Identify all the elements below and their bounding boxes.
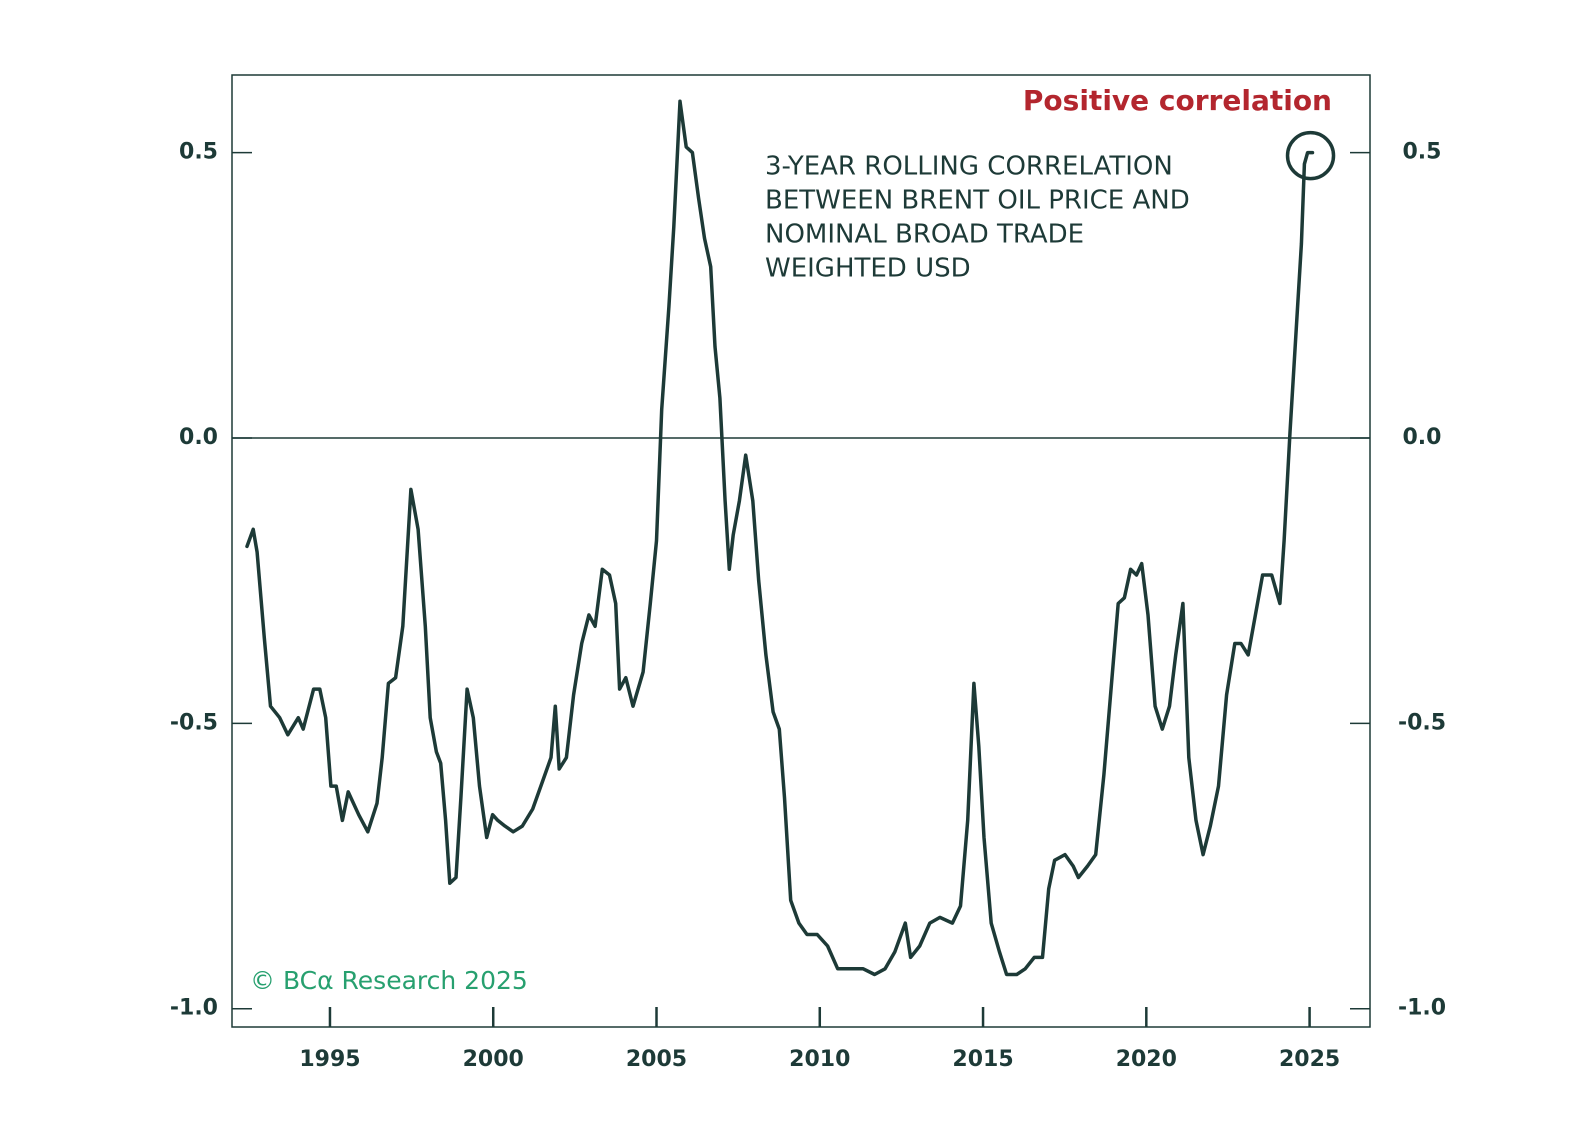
annotation-line: BETWEEN BRENT OIL PRICE AND (765, 186, 1190, 216)
y-tick-label: -0.5 (170, 710, 218, 735)
highlight-circle (1285, 130, 1336, 181)
x-tick-label: 2005 (626, 1047, 687, 1072)
annotation-line: 3-YEAR ROLLING CORRELATION (765, 152, 1173, 182)
y2-tick-label: 0.0 (1403, 425, 1442, 450)
annotation-line: WEIGHTED USD (765, 254, 971, 284)
x-tick-label: 2000 (463, 1047, 524, 1072)
y2-tick-label: 0.5 (1403, 140, 1442, 165)
y-tick-label: 0.5 (179, 140, 218, 165)
source: © BCα Research 2025 (250, 966, 528, 995)
x-tick-label: 2010 (789, 1047, 850, 1072)
series-line (245, 99, 1315, 977)
y2-tick-label: -0.5 (1398, 710, 1446, 735)
x-tick-label: 2025 (1279, 1047, 1340, 1072)
x-tick-label: 1995 (299, 1047, 360, 1072)
annotation-line: NOMINAL BROAD TRADE (765, 220, 1084, 250)
x-tick-label: 2015 (952, 1047, 1013, 1072)
annotation-title: Positive correlation (1023, 84, 1332, 117)
x-tick-label: 2020 (1116, 1047, 1177, 1072)
y2-tick-label: -1.0 (1398, 996, 1446, 1021)
plot-frame (231, 74, 1371, 1028)
y-tick-label: 0.0 (179, 425, 218, 450)
y-tick-label: -1.0 (170, 996, 218, 1021)
